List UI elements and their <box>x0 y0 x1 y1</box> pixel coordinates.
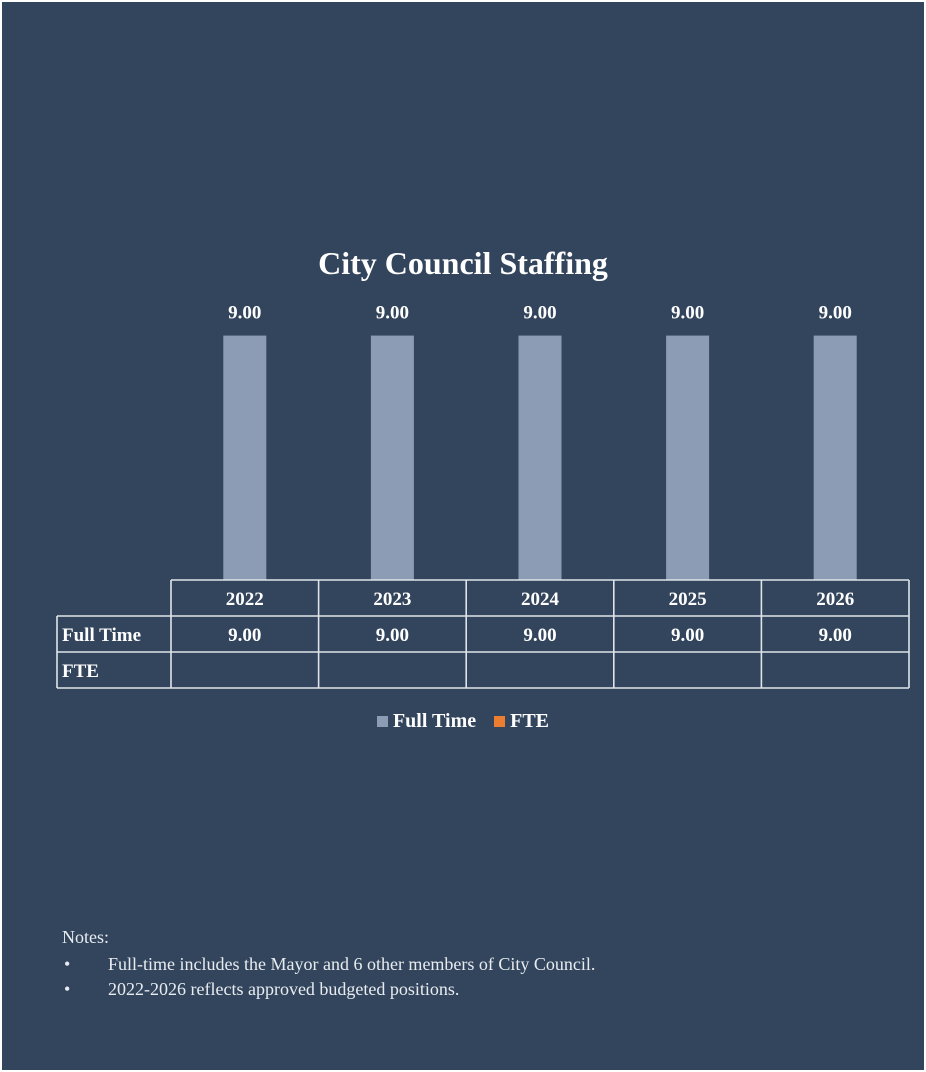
table-header-2023: 2023 <box>373 589 411 610</box>
notes-item: • Full-time includes the Mayor and 6 oth… <box>62 952 595 977</box>
table-cell-0-2025: 9.00 <box>671 625 704 646</box>
notes-item-text: Full-time includes the Mayor and 6 other… <box>108 954 596 974</box>
table-cell-0-2026: 9.00 <box>819 625 852 646</box>
legend-item-full-time: Full Time <box>376 710 477 733</box>
table-header-2025: 2025 <box>669 589 707 610</box>
bar-full-time-2025 <box>666 335 710 580</box>
table-header-2022: 2022 <box>226 589 264 610</box>
bullet-icon: • <box>64 954 71 974</box>
chart-plot: 9.00 9.00 9.00 9.00 9.00 2022 2023 2024 2025 2026… <box>56 303 910 689</box>
legend-label-fte: FTE <box>510 710 550 732</box>
table-cell-0-2022: 9.00 <box>228 625 261 646</box>
notes-section: Notes: • Full-time includes the Mayor an… <box>62 927 595 1002</box>
bar-full-time-2023 <box>370 335 414 580</box>
table-row-label-1: FTE <box>62 661 99 682</box>
notes-item: • 2022-2026 reflects approved budgeted p… <box>62 977 595 1002</box>
bar-full-time-2022 <box>223 335 267 580</box>
data-label-2024: 9.00 <box>523 303 556 324</box>
table-cell-0-2024: 9.00 <box>523 625 556 646</box>
bar-full-time-2026 <box>813 335 857 580</box>
table-header-2026: 2026 <box>816 589 854 610</box>
notes-list: • Full-time includes the Mayor and 6 oth… <box>62 952 595 1002</box>
chart-legend: Full Time FTE <box>2 710 924 733</box>
data-label-2023: 9.00 <box>376 303 409 324</box>
legend-swatch-fte <box>494 716 506 727</box>
notes-item-text: 2022-2026 reflects approved budgeted pos… <box>108 979 460 999</box>
table-cell-0-2023: 9.00 <box>376 625 409 646</box>
legend-swatch-full-time <box>376 716 388 727</box>
table-header-2024: 2024 <box>521 589 560 610</box>
bar-full-time-2024 <box>518 335 562 580</box>
data-label-2022: 9.00 <box>228 303 261 324</box>
chart-title: City Council Staffing <box>318 245 608 281</box>
legend-item-fte: FTE <box>494 710 549 733</box>
table-row-label-0: Full Time <box>62 625 141 646</box>
legend-label-full-time: Full Time <box>392 710 477 732</box>
data-label-2026: 9.00 <box>819 303 852 324</box>
notes-title: Notes: <box>62 927 109 947</box>
bullet-icon: • <box>64 979 71 999</box>
data-label-2025: 9.00 <box>671 303 704 324</box>
